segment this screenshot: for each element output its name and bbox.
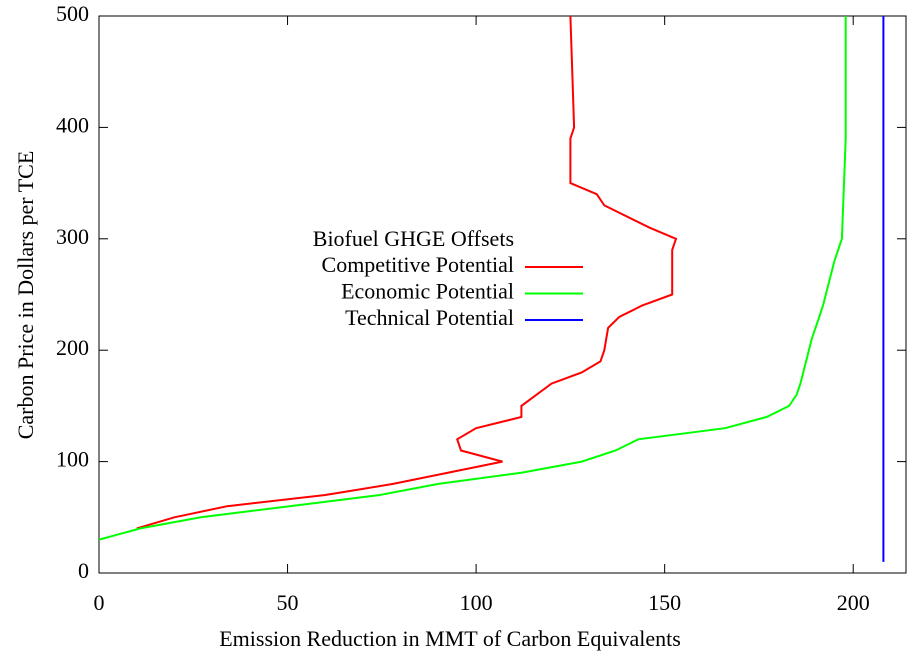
y-axis-label: Carbon Price in Dollars per TCE xyxy=(13,151,38,440)
y-tick-label: 400 xyxy=(56,112,89,137)
plot-frame xyxy=(98,15,907,574)
legend-label: Technical Potential xyxy=(345,305,514,330)
x-tick-label: 200 xyxy=(837,590,870,615)
x-tick-label: 100 xyxy=(460,590,493,615)
x-axis-label: Emission Reduction in MMT of Carbon Equi… xyxy=(219,626,681,651)
series-line xyxy=(136,15,678,530)
y-tick-label: 200 xyxy=(56,335,89,360)
legend-title: Biofuel GHGE Offsets xyxy=(313,226,514,251)
y-tick-label: 300 xyxy=(56,224,89,249)
x-tick-label: 50 xyxy=(277,590,299,615)
y-tick-label: 100 xyxy=(56,447,89,472)
x-tick-label: 0 xyxy=(94,590,105,615)
y-tick-label: 0 xyxy=(78,558,89,583)
legend-label: Economic Potential xyxy=(341,279,514,304)
x-tick-label: 150 xyxy=(648,590,681,615)
legend-label: Competitive Potential xyxy=(322,252,514,277)
y-tick-label: 500 xyxy=(56,1,89,26)
series-line xyxy=(98,16,847,541)
